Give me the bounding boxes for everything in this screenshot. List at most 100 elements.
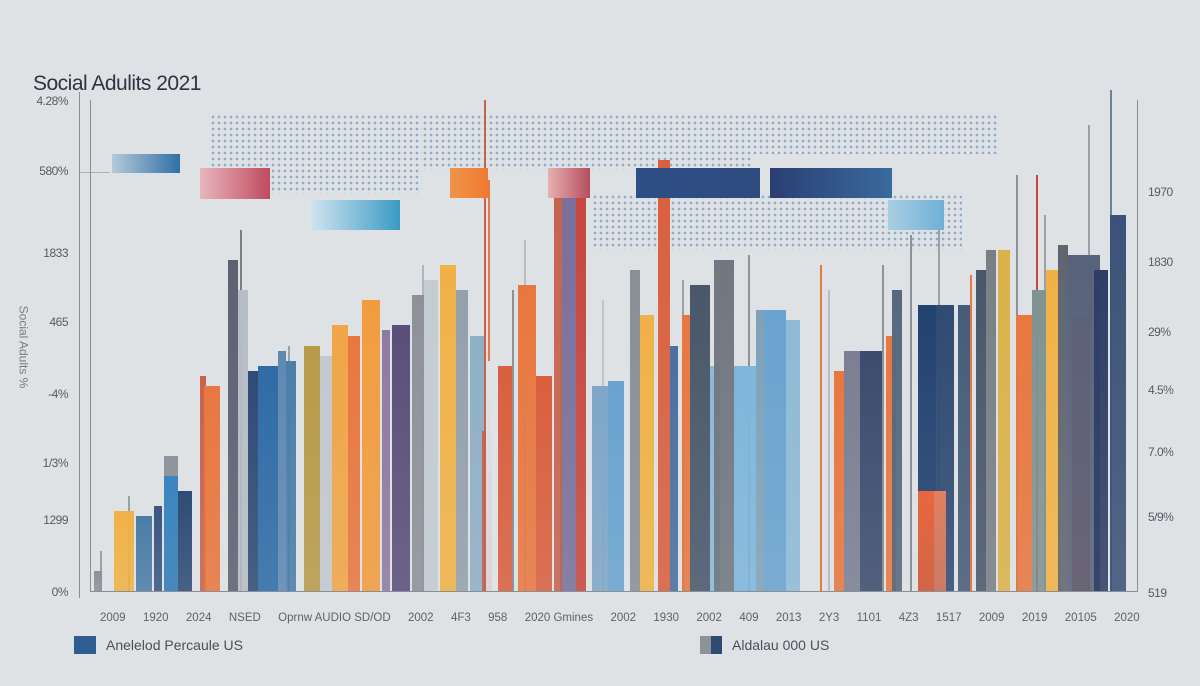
bar [470, 335, 484, 591]
y-tick-left: 0% [51, 585, 69, 599]
bar [114, 510, 134, 591]
bar [608, 380, 624, 591]
legend-item: Aldalau 000 US [700, 636, 829, 654]
y-axis-label: Social Adults % [16, 305, 31, 389]
bar [958, 305, 970, 591]
y-tick-left: 580% [39, 164, 68, 178]
x-tick-label: NSED [228, 612, 261, 624]
bar [1094, 270, 1108, 591]
bar [986, 250, 996, 591]
bar [286, 360, 296, 591]
bar [204, 385, 220, 591]
x-tick-label: Oprnw AUDIO SD/OD [278, 612, 391, 624]
bar-wick [512, 290, 514, 591]
halftone-pattern [422, 114, 752, 170]
bar [998, 250, 1010, 591]
bar [136, 515, 152, 591]
x-tick-label: 409 [739, 612, 759, 624]
bar [682, 315, 690, 591]
bar [764, 310, 786, 591]
bar [440, 265, 456, 591]
x-tick-label: 2013 [775, 612, 802, 624]
bar [424, 280, 438, 591]
floating-bar-segment [112, 154, 180, 173]
y-axis-inner-line [90, 100, 91, 592]
bar [640, 315, 654, 591]
bar [690, 285, 710, 591]
bar-wick [484, 100, 486, 591]
bar [808, 300, 814, 591]
y-tick-left: 1299 [43, 513, 68, 527]
bar [486, 360, 498, 591]
x-tick-label: 2009 [978, 612, 1005, 624]
floating-bar-segment [888, 200, 944, 230]
y-tick-right: 1970 [1148, 185, 1173, 199]
bar [976, 270, 986, 591]
bar [362, 300, 380, 591]
y-tick-right: 29% [1148, 325, 1171, 339]
bar [412, 295, 424, 591]
bar [554, 195, 562, 591]
bar [576, 195, 586, 591]
bar [860, 350, 882, 591]
bar [1058, 245, 1068, 591]
bar [228, 260, 238, 591]
x-axis-ticks: 2009 1920 2024 NSED Oprnw AUDIO SD/OD 2002 4F3… [100, 612, 1140, 624]
y-tick-right: 519 [1148, 586, 1167, 600]
bar [238, 290, 248, 591]
reference-line [80, 172, 110, 173]
x-tick-label: 1930 [653, 612, 679, 624]
x-tick-label: 4Z3 [898, 612, 919, 624]
bar [94, 570, 102, 591]
y-axis-right-line [1137, 100, 1138, 592]
legend-label: Anelelod Percaule US [106, 637, 243, 653]
bar-wick [820, 265, 822, 591]
x-tick-label: 2020 [1114, 612, 1140, 624]
floating-bar-segment [450, 168, 488, 198]
halftone-pattern [752, 114, 998, 154]
y-tick-left: 4.28% [36, 94, 68, 108]
bar [1016, 315, 1032, 591]
bar [734, 365, 756, 591]
bar [278, 350, 286, 591]
x-tick-label: 2009 [100, 612, 126, 624]
legend-label: Aldalau 000 US [732, 637, 830, 653]
legend-swatch-icon [74, 636, 96, 654]
x-tick-label: 2002 [610, 612, 637, 624]
floating-bar-segment [636, 168, 760, 198]
bar [834, 370, 844, 591]
legend-swatch-icon [700, 636, 722, 654]
bar [886, 335, 896, 591]
bar [562, 195, 576, 591]
bar-wick [910, 235, 912, 591]
bar [918, 490, 934, 591]
bar [714, 260, 734, 591]
x-tick-label: 2020 Gmines [524, 612, 594, 624]
bar [456, 290, 468, 591]
bar [786, 320, 800, 591]
bar [934, 490, 946, 591]
x-tick-label: 1101 [856, 612, 882, 624]
y-tick-right: 5/9% [1148, 510, 1174, 524]
x-tick-label: 2002 [408, 612, 434, 624]
bar [178, 490, 192, 591]
floating-bar-segment [548, 168, 590, 198]
x-tick-label: 2Y3 [818, 612, 840, 624]
y-axis-left-line [79, 92, 80, 598]
x-tick-label: 1517 [935, 612, 962, 624]
bar [630, 270, 640, 591]
bar [536, 375, 552, 591]
bar [658, 160, 670, 591]
bar [1046, 270, 1060, 591]
bar [592, 385, 608, 591]
bar [164, 475, 178, 591]
bar [518, 285, 536, 591]
bar [844, 350, 860, 591]
bar-wick [970, 275, 972, 591]
bar [670, 345, 678, 591]
y-tick-right: 4.5% [1148, 383, 1174, 397]
bar [304, 345, 320, 591]
bar-wick [828, 290, 830, 591]
bar-wick [100, 550, 102, 591]
x-tick-label: 2002 [696, 612, 722, 624]
